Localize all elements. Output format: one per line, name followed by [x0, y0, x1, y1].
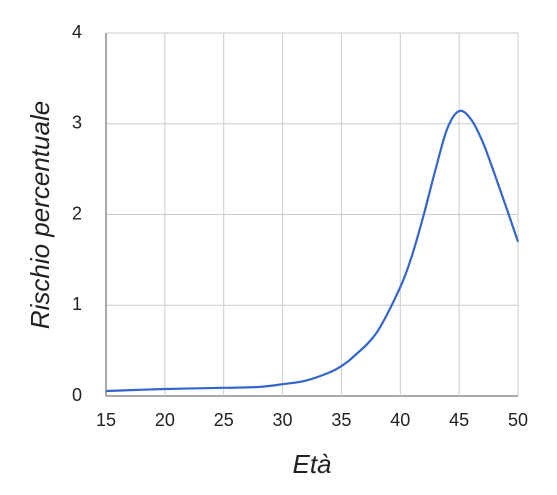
y-axis-title: Rischio percentuale — [25, 101, 55, 329]
x-axis-title: Età — [292, 449, 331, 479]
y-tick-label: 0 — [72, 385, 82, 405]
x-tick-label: 30 — [273, 410, 293, 430]
x-tick-label: 35 — [331, 410, 351, 430]
y-tick-label: 3 — [72, 113, 82, 133]
y-tick-label: 1 — [72, 294, 82, 314]
x-tick-label: 45 — [449, 410, 469, 430]
y-tick-label: 4 — [72, 22, 82, 42]
y-tick-label: 2 — [72, 203, 82, 223]
x-tick-label: 15 — [96, 410, 116, 430]
x-tick-label: 25 — [214, 410, 234, 430]
x-tick-label: 40 — [390, 410, 410, 430]
x-tick-label: 20 — [155, 410, 175, 430]
x-tick-label: 50 — [508, 410, 528, 430]
line — [105, 109, 520, 393]
